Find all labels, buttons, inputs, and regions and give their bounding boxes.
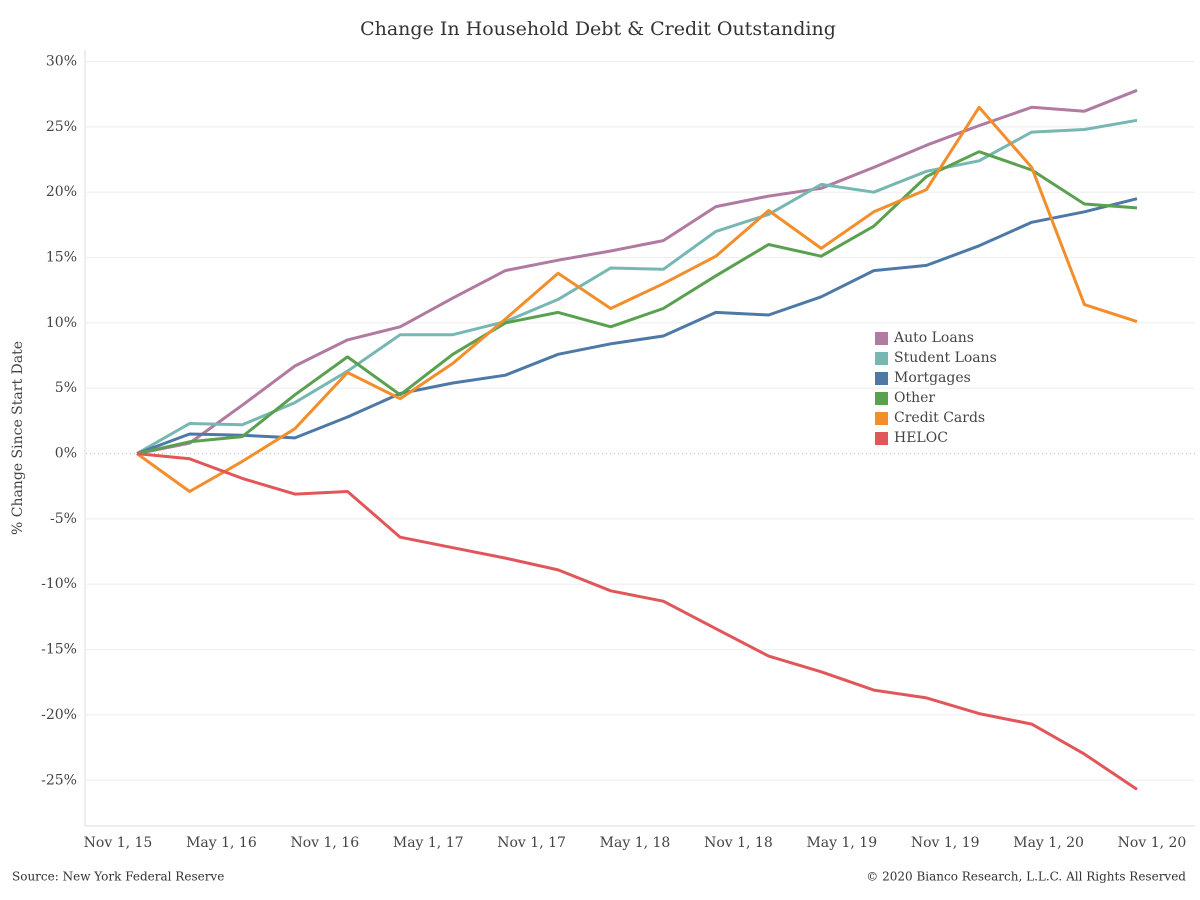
legend-swatch — [875, 372, 888, 385]
legend-swatch — [875, 412, 888, 425]
y-tick-label: -20% — [41, 707, 77, 723]
y-axis-label: % Change Since Start Date — [10, 341, 26, 535]
y-tick-label: -25% — [41, 772, 77, 788]
x-tick-label: May 1, 16 — [186, 835, 257, 851]
legend-swatch — [875, 332, 888, 345]
y-tick-label: -15% — [41, 642, 77, 658]
x-tick-label: May 1, 17 — [393, 835, 464, 851]
legend-label: Other — [894, 390, 935, 406]
x-tick-label: May 1, 18 — [600, 835, 671, 851]
x-tick-label: May 1, 19 — [806, 835, 877, 851]
y-tick-label: 5% — [55, 380, 77, 396]
legend-label: Credit Cards — [894, 410, 985, 426]
source: Source: New York Federal Reserve — [12, 870, 224, 884]
legend-label: Auto Loans — [893, 330, 974, 346]
chart-title: Change In Household Debt & Credit Outsta… — [360, 18, 836, 40]
legend-swatch — [875, 352, 888, 365]
x-tick-label: Nov 1, 18 — [704, 835, 773, 851]
x-tick-label: Nov 1, 16 — [290, 835, 359, 851]
x-tick-label: Nov 1, 19 — [911, 835, 980, 851]
y-tick-label: 10% — [46, 315, 77, 331]
series-line — [136, 105, 1138, 493]
y-tick-label: 15% — [46, 250, 77, 266]
series-line — [136, 88, 1138, 456]
y-tick-label: -10% — [41, 576, 77, 592]
legend-label: Mortgages — [894, 370, 971, 386]
y-tick-label: 30% — [46, 54, 77, 70]
series-line — [136, 452, 1138, 791]
y-tick-label: 25% — [46, 119, 77, 135]
series-line — [136, 118, 1138, 455]
series-line — [136, 197, 1138, 456]
x-tick-label: Nov 1, 15 — [84, 835, 153, 851]
legend-label: HELOC — [894, 430, 948, 446]
x-tick-label: May 1, 20 — [1013, 835, 1084, 851]
copyright: © 2020 Bianco Research, L.L.C. All Right… — [866, 870, 1186, 884]
legend-label: Student Loans — [894, 350, 997, 366]
x-tick-label: Nov 1, 20 — [1118, 835, 1187, 851]
series-line — [136, 150, 1138, 456]
y-tick-label: 20% — [46, 184, 77, 200]
legend-swatch — [875, 392, 888, 405]
y-tick-label: 0% — [55, 446, 77, 462]
legend-swatch — [875, 432, 888, 445]
x-tick-label: Nov 1, 17 — [497, 835, 566, 851]
y-tick-label: -5% — [50, 511, 77, 527]
